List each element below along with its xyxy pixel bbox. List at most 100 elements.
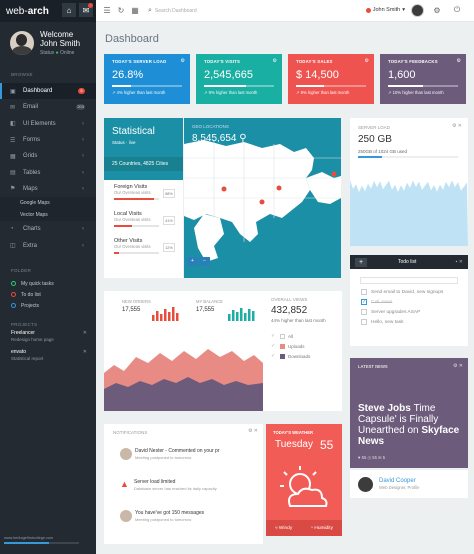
add-todo-button[interactable]: + xyxy=(355,257,367,267)
checkbox[interactable]: ✓ xyxy=(361,299,367,305)
folder-label: FOLDER xyxy=(11,268,32,273)
chevron-left-icon: ‹ xyxy=(82,226,84,233)
notifications-label: NOTIFICATIONS xyxy=(113,430,148,435)
notification-item[interactable]: You have've got 150 messages Meeting post… xyxy=(120,510,204,522)
logout-icon[interactable]: ⏻ xyxy=(453,5,461,14)
checkbox[interactable] xyxy=(361,319,367,325)
statistical-sub: Status · live xyxy=(112,140,136,145)
visit-row: Other Visits Our Overseas visits 12% xyxy=(104,234,183,261)
server-label: SERVER LOAD xyxy=(358,125,390,130)
geo-map[interactable]: GEO LOCATIONS 8,545,654 ⚲ + − xyxy=(184,118,341,278)
chevron-left-icon: ‹ xyxy=(82,137,84,144)
topbar: ☰ ↻ ▦ ⌕ Search Dashboard John Smith ▾ ⚙ ⏻ xyxy=(96,0,474,22)
footer-progress xyxy=(4,542,79,544)
legend-downloads[interactable]: ✓ Downloads xyxy=(271,353,311,359)
close-icon[interactable]: ▪ ✕ xyxy=(455,259,463,265)
user-menu[interactable]: John Smith ▾ xyxy=(365,7,405,13)
zoom-out-button[interactable]: − xyxy=(199,257,210,266)
server-load-card: SERVER LOAD ⚙ ✕ 250 GB 250GB of 1024 GB … xyxy=(350,118,468,246)
legend-all[interactable]: ✓ All xyxy=(271,333,294,339)
settings-icon[interactable]: ⚙ xyxy=(364,58,369,64)
visit-row: Foreign Visits Our Overseas visits 88% xyxy=(104,180,183,207)
weather-label: TODAY'S WEATHER xyxy=(273,430,314,435)
orders-balance-card: NEW ORDERS 17,555 MY BALANCE 17,555 xyxy=(104,291,263,411)
nav-icon: ▦ xyxy=(10,153,16,160)
menu-icon[interactable]: ☰ xyxy=(103,6,111,15)
folder-item[interactable]: To do list xyxy=(0,289,96,300)
todo-item[interactable]: Hello, new task xyxy=(350,317,468,327)
news-headline[interactable]: Steve Jobs Time Capsule' is Finally Unea… xyxy=(358,403,460,447)
stat-card: TODAY'S VISITS ⚙ 2,545,665 ↗ 9% higher than… xyxy=(196,54,282,104)
todo-item[interactable]: ✓ Call Jane! xyxy=(361,299,393,305)
gear-icon[interactable]: ⚙ xyxy=(433,5,441,15)
messages-icon[interactable]: ✉ xyxy=(79,3,93,17)
avatar xyxy=(358,476,373,492)
folder-item[interactable]: Projects xyxy=(0,300,96,311)
todo-input[interactable] xyxy=(360,277,458,284)
sidebar-item-email[interactable]: ✉ Email 203 xyxy=(10,104,85,111)
sidebar-item-forms[interactable]: ☰ Forms ‹ xyxy=(10,137,84,144)
sidebar-item-dashboard[interactable]: ▣ Dashboard 5 xyxy=(0,83,96,100)
profile-card[interactable]: David Cooper Web Designer, Profile xyxy=(350,470,468,498)
legend-uploads[interactable]: ✓ Uploads xyxy=(271,343,305,349)
sidebar-subitem[interactable]: Google Maps xyxy=(20,200,50,207)
checkbox[interactable] xyxy=(361,309,367,315)
sidebar-item-charts[interactable]: ◔ Charts ‹ xyxy=(10,226,84,233)
person-title: Web Designer, Profile xyxy=(379,485,420,490)
views-label: OVERALL VIEWS xyxy=(271,297,308,302)
sidebar-subitem[interactable]: Vector Maps xyxy=(20,212,48,219)
nav-icon: ✉ xyxy=(10,104,16,111)
nav-icon: ▤ xyxy=(10,170,16,177)
my-balance: MY BALANCE 17,555 xyxy=(196,299,223,313)
new-orders: NEW ORDERS 17,555 xyxy=(122,299,151,313)
footer-url: www.heritagefirstcollege.com xyxy=(4,536,54,540)
settings-icon[interactable]: ⚙ xyxy=(180,58,185,64)
sidebar-nav: ▣ Dashboard 5 ✉ Email 203 ◧ UI Elements ‹ ☰ Forms ‹… xyxy=(0,83,96,254)
close-icon[interactable]: ✕ xyxy=(82,330,87,336)
card-controls-icon[interactable]: ⚙ ✕ xyxy=(247,428,258,434)
sidebar-item-extra[interactable]: ◫ Extra ‹ xyxy=(10,242,84,250)
notification-item[interactable]: ▲ Server load limited Database server has … xyxy=(120,479,217,491)
project-freelancer[interactable]: Freelancer Redesign home page ✕ xyxy=(11,330,87,342)
home-icon[interactable]: ⌂ xyxy=(62,3,76,17)
close-icon[interactable]: ✕ xyxy=(82,349,87,355)
count-badge: 203 xyxy=(76,104,85,111)
stat-card: TODAY'S SERVER LOAD ⚙ 26.8% ↗ 4% higher tha… xyxy=(104,54,190,104)
avatar xyxy=(10,31,34,55)
welcome-text: Welcome xyxy=(40,30,74,39)
card-controls-icon[interactable]: ⚙ ✕ xyxy=(451,123,462,129)
sidebar-item-tables[interactable]: ▤ Tables ‹ xyxy=(10,169,84,177)
todo-item[interactable]: Server upgrades ASAP xyxy=(350,307,468,317)
weather-day: Tuesday xyxy=(275,439,313,450)
user-profile[interactable]: Welcome John Smith Status ● Online xyxy=(10,30,80,56)
folder-item[interactable]: My quick tasks xyxy=(0,278,96,289)
nav-icon: ☰ xyxy=(10,137,16,144)
news-label: LATEST NEWS xyxy=(358,364,388,369)
sidebar-item-ui-elements[interactable]: ◧ UI Elements ‹ xyxy=(10,120,84,128)
stat-card: TODAY'S FEEDBACKS ⚙ 1,600 ↗ 10% higher than… xyxy=(380,54,466,104)
project-envato[interactable]: envato Statistical report ✕ xyxy=(11,349,87,361)
views-value: 432,852 xyxy=(271,305,308,316)
nav-icon: ◫ xyxy=(10,243,16,250)
zoom-in-button[interactable]: + xyxy=(187,257,198,266)
settings-icon[interactable]: ⚙ xyxy=(272,58,277,64)
chevron-left-icon: ‹ xyxy=(82,185,84,192)
wind-label: ≈ Windy xyxy=(274,525,293,531)
search-input[interactable]: ⌕ Search Dashboard xyxy=(148,6,197,14)
notification-item[interactable]: David Nester - Commented on your pr Meeti… xyxy=(120,448,219,460)
news-card[interactable]: LATEST NEWS ⚙ ✕ Steve Jobs Time Capsule'… xyxy=(350,358,468,468)
user-name: John Smith xyxy=(40,39,81,48)
sidebar-item-maps[interactable]: ⚑ Maps ‹ xyxy=(10,185,84,193)
todo-item[interactable]: Send email to David, new signups xyxy=(350,287,468,297)
folder-list: My quick tasks To do list Projects xyxy=(0,278,96,311)
sidebar-item-grids[interactable]: ▦ Grids ‹ xyxy=(10,153,84,160)
grid-icon[interactable]: ▦ xyxy=(131,6,139,15)
card-controls-icon[interactable]: ⚙ ✕ xyxy=(452,363,463,369)
checkbox[interactable] xyxy=(361,289,367,295)
settings-icon[interactable]: ⚙ xyxy=(456,58,461,64)
refresh-icon[interactable]: ↻ xyxy=(117,6,125,15)
avatar[interactable] xyxy=(411,3,424,17)
humidity-label: ◔ Humidity xyxy=(310,525,334,531)
search-icon: ⌕ xyxy=(148,6,152,14)
person-name[interactable]: David Cooper xyxy=(379,478,416,484)
